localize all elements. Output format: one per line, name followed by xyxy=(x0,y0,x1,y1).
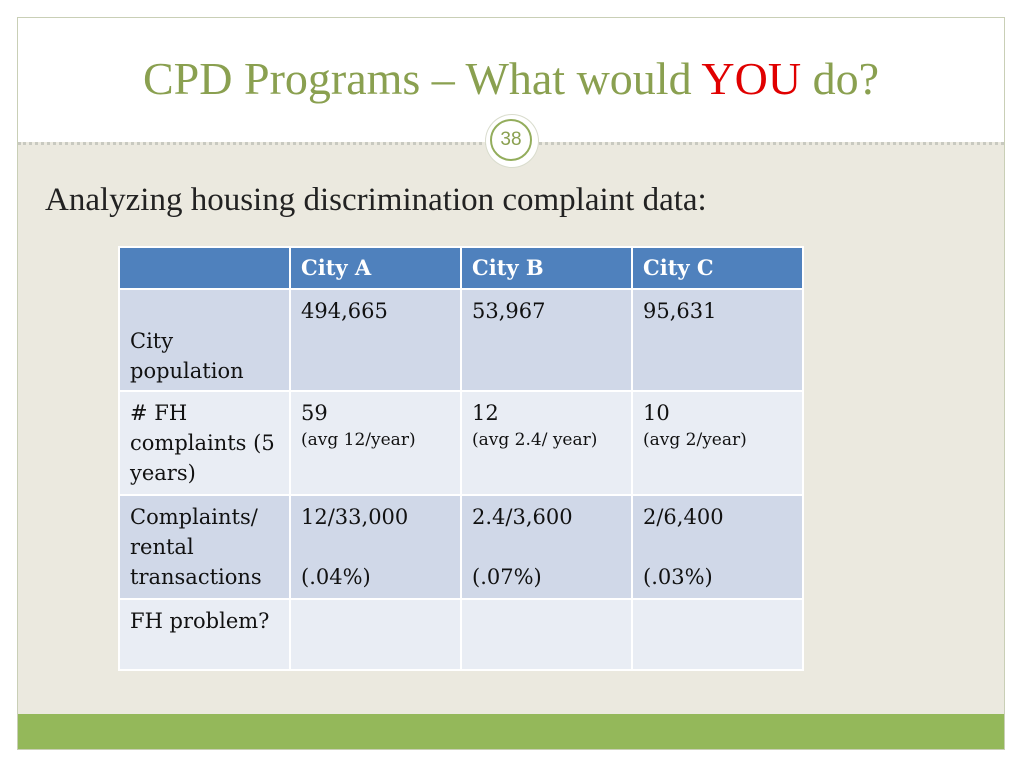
title-emphasis: YOU xyxy=(701,53,802,104)
cell-problem-city-b xyxy=(460,598,633,671)
footer-bar xyxy=(18,714,1004,749)
cell-problem-city-a xyxy=(289,598,462,671)
complaint-data-table: City A City B City C City population 494… xyxy=(118,246,804,671)
ratio-percent: (.07%) xyxy=(472,565,542,589)
cell-ratio-city-c: 2/6,400 (.03%) xyxy=(631,494,804,600)
complaints-average: (avg 2/year) xyxy=(643,430,747,450)
slide: CPD Programs – What would YOU do? 38 Ana… xyxy=(17,17,1005,750)
cell-population-city-b: 53,967 xyxy=(460,288,633,392)
cell-population-city-c: 95,631 xyxy=(631,288,804,392)
table-row-population: City population 494,665 53,967 95,631 xyxy=(118,288,804,392)
row-label: # FH complaints (5 years) xyxy=(118,390,291,496)
complaints-average: (avg 12/year) xyxy=(301,430,416,450)
complaints-average: (avg 2.4/ year) xyxy=(472,430,598,450)
row-label: Complaints/ rental transactions xyxy=(118,494,291,600)
cell-complaints-city-b: 12 (avg 2.4/ year) xyxy=(460,390,633,496)
cell-complaints-city-c: 10 (avg 2/year) xyxy=(631,390,804,496)
cell-ratio-city-b: 2.4/3,600 (.07%) xyxy=(460,494,633,600)
complaints-count: 10 xyxy=(643,401,670,425)
slide-title: CPD Programs – What would YOU do? xyxy=(18,52,1004,105)
cell-problem-city-c xyxy=(631,598,804,671)
page-number: 38 xyxy=(490,119,532,161)
table-row-complaints: # FH complaints (5 years) 59 (avg 12/yea… xyxy=(118,390,804,496)
complaints-count: 59 xyxy=(301,401,328,425)
row-label: FH problem? xyxy=(118,598,291,671)
ratio-value: 2/6,400 xyxy=(643,505,724,529)
cell-complaints-city-a: 59 (avg 12/year) xyxy=(289,390,462,496)
title-part-1: CPD Programs – What would xyxy=(143,53,702,104)
ratio-value: 12/33,000 xyxy=(301,505,409,529)
ratio-percent: (.03%) xyxy=(643,565,713,589)
table-row-rental-ratio: Complaints/ rental transactions 12/33,00… xyxy=(118,494,804,600)
page-number-badge: 38 xyxy=(486,115,538,167)
ratio-percent: (.04%) xyxy=(301,565,371,589)
complaints-count: 12 xyxy=(472,401,499,425)
ratio-value: 2.4/3,600 xyxy=(472,505,573,529)
row-label: City population xyxy=(118,288,291,392)
header-city-b: City B xyxy=(460,246,633,290)
title-part-2: do? xyxy=(801,53,879,104)
header-city-c: City C xyxy=(631,246,804,290)
table-header-row: City A City B City C xyxy=(118,246,804,290)
header-city-a: City A xyxy=(289,246,462,290)
cell-ratio-city-a: 12/33,000 (.04%) xyxy=(289,494,462,600)
table-row-fh-problem: FH problem? xyxy=(118,598,804,671)
slide-subtitle: Analyzing housing discrimination complai… xyxy=(45,182,707,218)
cell-population-city-a: 494,665 xyxy=(289,288,462,392)
header-empty-cell xyxy=(118,246,291,290)
